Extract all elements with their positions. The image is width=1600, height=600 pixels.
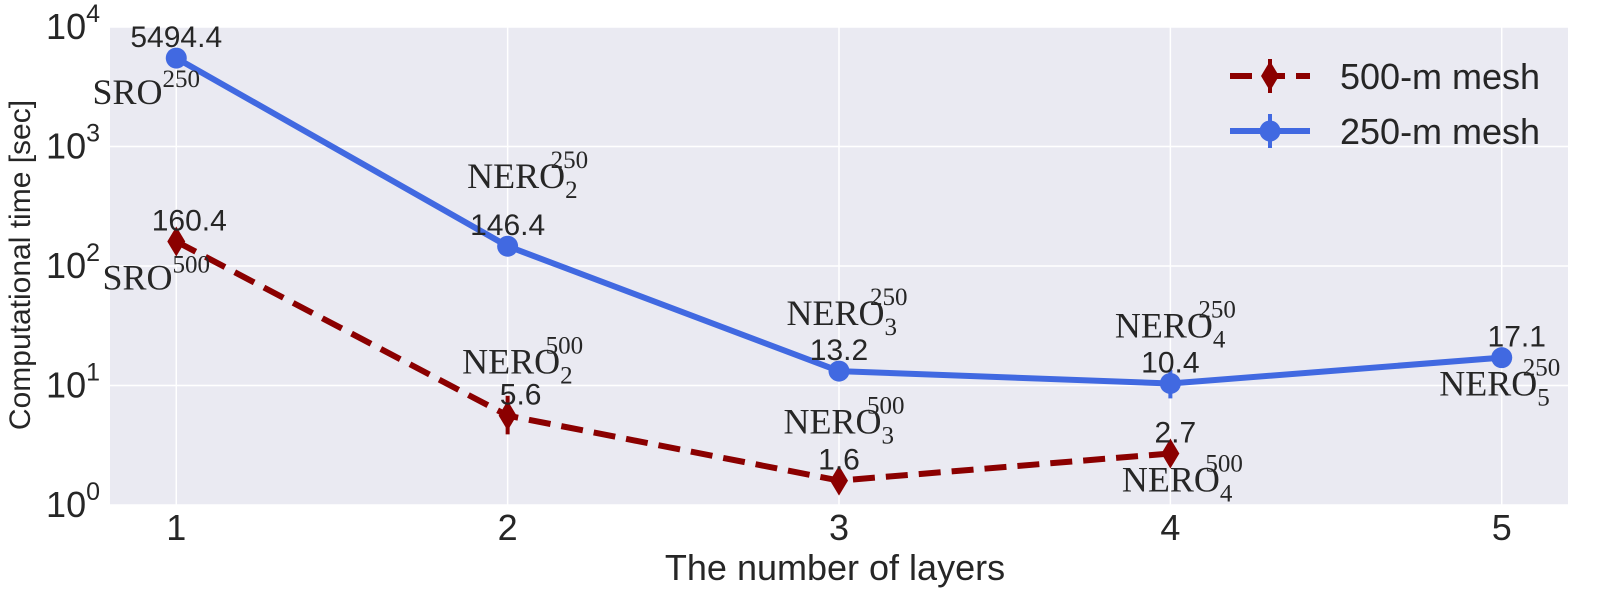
series-line xyxy=(174,238,1171,484)
mesh-config-label: NERO2250 xyxy=(467,147,588,204)
y-tick-label: 103 xyxy=(46,120,100,167)
data-point-marker xyxy=(498,400,517,431)
tick-labels: 1 2 3 4 5 100 101 102 103 104 xyxy=(46,0,1512,548)
mesh-config-label: SRO250 xyxy=(93,66,201,112)
mesh-config-label: NERO3500 xyxy=(784,393,905,450)
x-axis-label: The number of layers xyxy=(665,547,1005,588)
series-layer xyxy=(165,47,1513,496)
x-tick-label: 1 xyxy=(166,507,186,548)
legend-label: 250-m mesh xyxy=(1340,111,1540,152)
legend-marker xyxy=(1259,120,1281,142)
data-value-label: 5494.4 xyxy=(130,21,222,54)
legend-label: 500-m mesh xyxy=(1340,56,1540,97)
series-500-m-mesh xyxy=(167,226,1180,496)
mesh-config-label: NERO4500 xyxy=(1122,450,1243,507)
mesh-config-label: NERO4250 xyxy=(1115,296,1236,353)
data-point-marker xyxy=(1491,347,1513,369)
series-250-m-mesh xyxy=(165,47,1513,399)
data-point-marker xyxy=(497,235,519,257)
legend: 500-m mesh 250-m mesh xyxy=(1230,56,1540,152)
mesh-config-label: NERO5250 xyxy=(1439,355,1560,412)
data-value-label: 146.4 xyxy=(470,209,545,242)
x-tick-label: 3 xyxy=(829,507,849,548)
data-value-label: 160.4 xyxy=(152,204,227,237)
y-axis-label: Computational time [sec] xyxy=(4,100,37,430)
data-point-marker xyxy=(830,465,848,496)
grid-lines xyxy=(110,26,1568,506)
legend-entry: 500-m mesh xyxy=(1230,56,1540,97)
data-point-marker xyxy=(828,360,850,382)
x-tick-label: 4 xyxy=(1160,507,1180,548)
y-tick-label: 104 xyxy=(46,0,100,47)
mesh-config-label: NERO3250 xyxy=(787,284,908,341)
data-value-label: 1.6 xyxy=(818,444,860,477)
mesh-config-label: NERO2500 xyxy=(462,333,583,390)
data-value-label: 5.6 xyxy=(500,379,542,412)
data-point-marker xyxy=(1159,372,1181,394)
data-value-label: 2.7 xyxy=(1155,416,1197,449)
data-point-marker xyxy=(1161,438,1180,469)
data-labels: 160.4SRO5005.6NERO25001.6NERO35002.7NERO… xyxy=(93,21,1561,507)
legend-marker xyxy=(1261,61,1279,91)
y-tick-label: 100 xyxy=(46,478,100,525)
data-point-marker xyxy=(165,47,187,69)
legend-entry: 250-m mesh xyxy=(1230,111,1540,152)
y-tick-label: 102 xyxy=(46,239,100,286)
x-tick-label: 2 xyxy=(498,507,518,548)
data-point-marker xyxy=(167,226,186,257)
x-tick-label: 5 xyxy=(1492,507,1512,548)
data-value-label: 13.2 xyxy=(810,334,868,367)
data-value-label: 17.1 xyxy=(1488,321,1546,354)
y-tick-label: 101 xyxy=(46,359,100,406)
mesh-config-label: SRO500 xyxy=(103,251,211,297)
data-value-label: 10.4 xyxy=(1141,346,1199,379)
